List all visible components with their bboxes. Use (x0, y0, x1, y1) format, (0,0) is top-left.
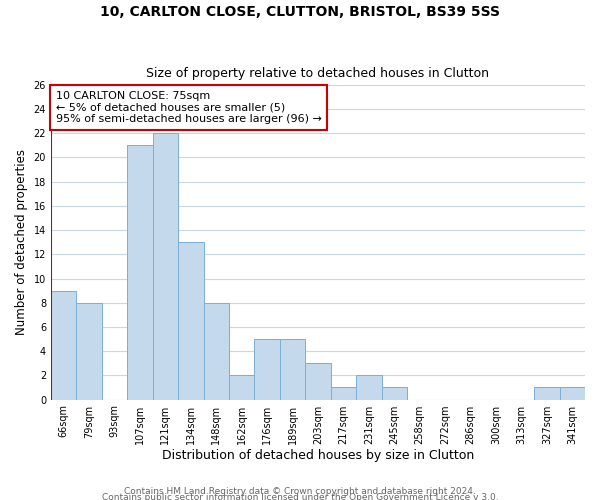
Bar (127, 146, 152, 400)
Bar (280, 339, 305, 400)
Bar (178, 242, 203, 400)
Text: Contains public sector information licensed under the Open Government Licence v : Contains public sector information licen… (101, 492, 499, 500)
Bar (51, 290, 76, 400)
Bar (152, 134, 178, 400)
Title: Size of property relative to detached houses in Clutton: Size of property relative to detached ho… (146, 66, 490, 80)
Bar (382, 388, 407, 400)
Bar (305, 364, 331, 400)
Y-axis label: Number of detached properties: Number of detached properties (15, 149, 28, 335)
Bar (356, 376, 382, 400)
Bar (203, 302, 229, 400)
Bar (76, 302, 102, 400)
Bar (229, 376, 254, 400)
Text: 10, CARLTON CLOSE, CLUTTON, BRISTOL, BS39 5SS: 10, CARLTON CLOSE, CLUTTON, BRISTOL, BS3… (100, 5, 500, 19)
Bar (331, 388, 356, 400)
Text: Contains HM Land Registry data © Crown copyright and database right 2024.: Contains HM Land Registry data © Crown c… (124, 486, 476, 496)
X-axis label: Distribution of detached houses by size in Clutton: Distribution of detached houses by size … (162, 450, 474, 462)
Bar (534, 388, 560, 400)
Text: 10 CARLTON CLOSE: 75sqm
← 5% of detached houses are smaller (5)
95% of semi-deta: 10 CARLTON CLOSE: 75sqm ← 5% of detached… (56, 91, 322, 124)
Bar (254, 339, 280, 400)
Bar (560, 388, 585, 400)
